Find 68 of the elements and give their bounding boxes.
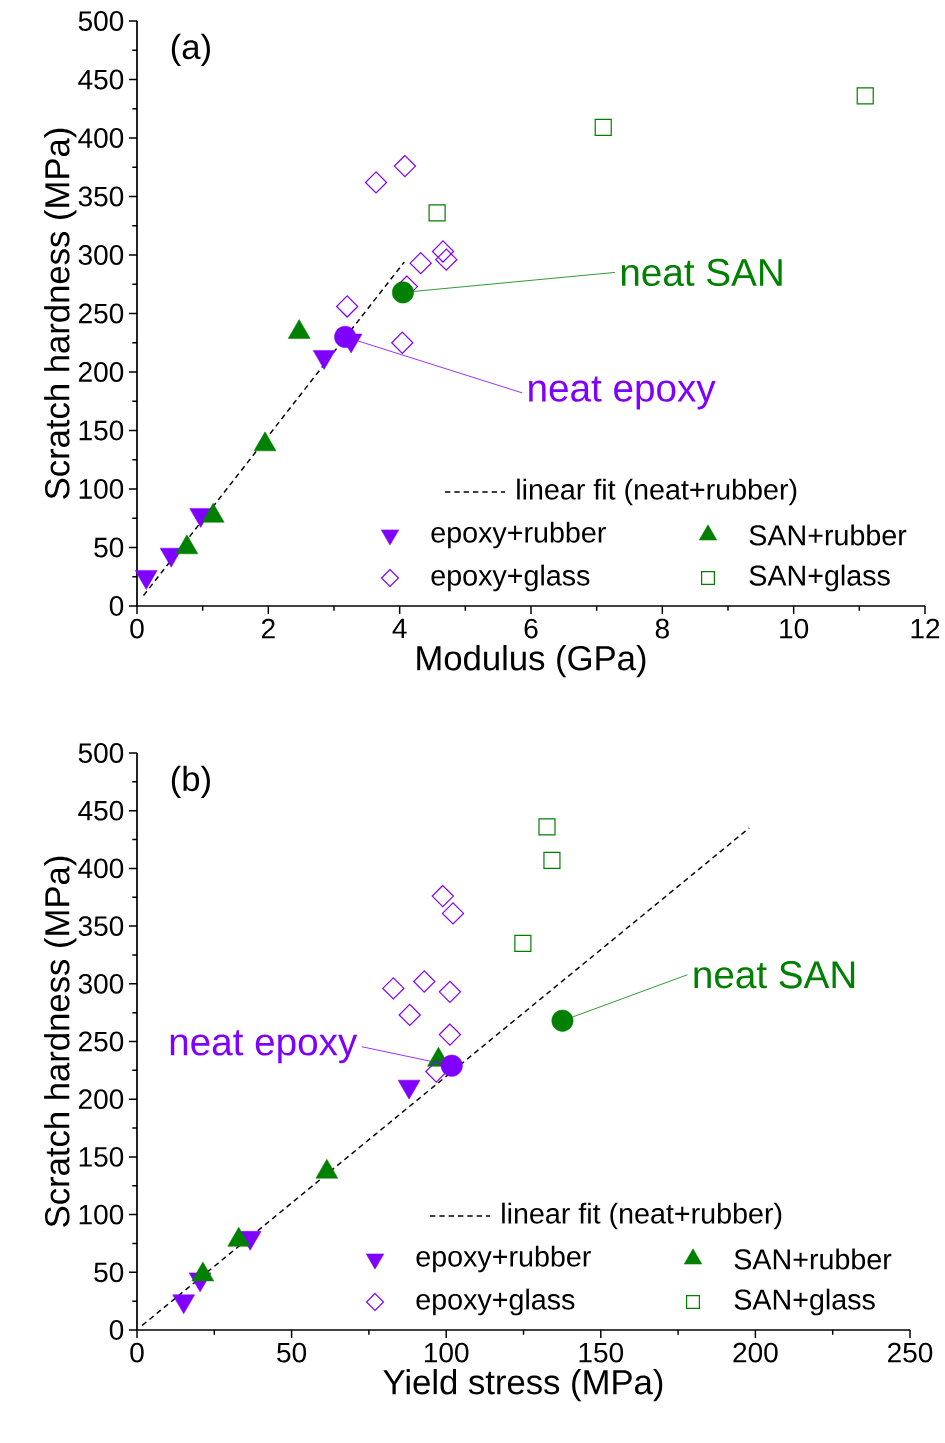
x-tick-label: 0 xyxy=(130,618,144,639)
x-tick-label: 100 xyxy=(424,1342,469,1363)
point xyxy=(431,884,454,908)
y-tick-label: 400 xyxy=(78,858,124,879)
y-tick-label: 150 xyxy=(79,1146,124,1167)
x-tick-label: 0 xyxy=(130,1342,144,1363)
x-tick-label: 10 xyxy=(780,618,809,639)
point xyxy=(425,1060,448,1083)
legend-label: epoxy+glass xyxy=(416,1288,575,1316)
annotation: (b) xyxy=(171,765,210,798)
text: neat SAN xyxy=(621,258,782,287)
x-tick-label: 250 xyxy=(888,1342,933,1363)
y-axis-title: Scratch hardness (MPa) xyxy=(44,128,77,499)
point xyxy=(538,818,556,836)
x-tick-label: 150 xyxy=(579,1342,624,1363)
legend-label: linear fit (neat+rubber) xyxy=(517,478,797,506)
x-axis-title: Yield stress (MPa) xyxy=(383,1369,663,1402)
legend-label: epoxy+rubber xyxy=(431,521,606,549)
legend-label: SAN+rubber xyxy=(749,524,907,546)
x-tick-label: 4 xyxy=(392,618,407,638)
x-tick-label: 12 xyxy=(911,618,940,639)
legend-label: SAN+glass xyxy=(749,564,890,592)
y-tick-label: 300 xyxy=(78,245,124,265)
y-tick-label: 500 xyxy=(78,743,124,763)
legend-label: SAN+glass xyxy=(734,1288,875,1316)
point xyxy=(413,970,436,993)
y-tick-label: 400 xyxy=(78,128,124,148)
legend-label: epoxy+rubber xyxy=(416,1245,591,1273)
y-tick-label: 50 xyxy=(94,1262,124,1283)
y-tick-label: 450 xyxy=(78,69,124,90)
text: neat epoxy xyxy=(170,1030,358,1064)
y-tick-label: 300 xyxy=(78,973,124,994)
y-tick-label: 0 xyxy=(109,1320,124,1340)
y-tick-label: 200 xyxy=(78,1089,124,1110)
x-tick-label: 50 xyxy=(277,1342,307,1363)
point xyxy=(438,980,462,1004)
y-tick-label: 450 xyxy=(78,800,124,821)
point xyxy=(398,1003,421,1027)
point xyxy=(441,902,465,925)
point xyxy=(551,1009,574,1032)
point xyxy=(438,1023,462,1046)
y-tick-label: 100 xyxy=(79,1204,124,1225)
x-tick-label: 200 xyxy=(733,1342,778,1363)
annotation: (a) xyxy=(171,33,210,66)
legend-label: SAN+rubber xyxy=(734,1248,892,1270)
y-tick-label: 50 xyxy=(94,537,124,558)
x-axis-title: Modulus (GPa) xyxy=(417,645,646,678)
y-tick-label: 250 xyxy=(78,303,124,324)
y-axis-title: Scratch hardness (MPa) xyxy=(44,856,77,1227)
legend-label: linear fit (neat+rubber) xyxy=(502,1202,782,1230)
y-tick-label: 150 xyxy=(79,420,124,441)
legend-label: epoxy+glass xyxy=(431,564,590,592)
legend-label: neat SAN xyxy=(694,961,855,989)
point xyxy=(382,977,405,1000)
x-tick-label: 8 xyxy=(655,618,669,639)
y-tick-label: 0 xyxy=(109,596,124,616)
y-tick-label: 250 xyxy=(78,1031,124,1052)
x-tick-label: 2 xyxy=(261,618,275,639)
y-tick-label: 500 xyxy=(78,11,124,31)
y-tick-label: 350 xyxy=(78,916,124,937)
point xyxy=(543,851,561,869)
y-tick-label: 350 xyxy=(78,186,124,207)
x-tick-label: 6 xyxy=(524,618,538,639)
point xyxy=(514,934,532,953)
y-tick-label: 100 xyxy=(79,479,124,499)
y-tick-label: 200 xyxy=(78,362,124,382)
point xyxy=(440,1054,463,1077)
text: neat epoxy xyxy=(529,376,716,410)
